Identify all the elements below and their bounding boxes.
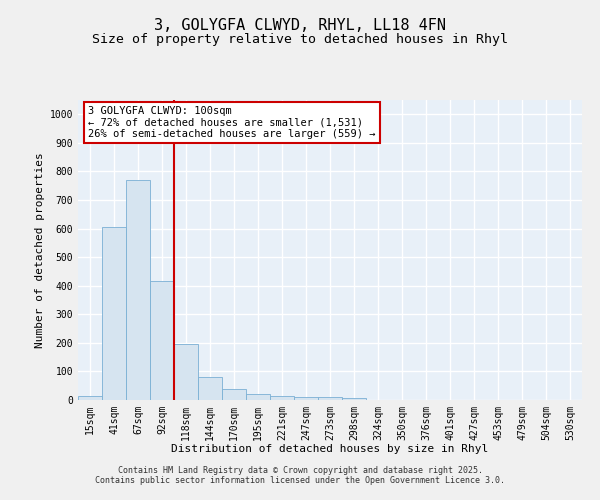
X-axis label: Distribution of detached houses by size in Rhyl: Distribution of detached houses by size …	[172, 444, 488, 454]
Text: Contains HM Land Registry data © Crown copyright and database right 2025.
Contai: Contains HM Land Registry data © Crown c…	[95, 466, 505, 485]
Y-axis label: Number of detached properties: Number of detached properties	[35, 152, 46, 348]
Bar	[198, 377, 222, 400]
Bar	[174, 344, 198, 400]
Bar	[78, 396, 102, 400]
Bar	[246, 394, 270, 400]
Bar	[150, 282, 174, 400]
Bar	[294, 396, 318, 400]
Bar	[318, 396, 342, 400]
Text: 3, GOLYGFA CLWYD, RHYL, LL18 4FN: 3, GOLYGFA CLWYD, RHYL, LL18 4FN	[154, 18, 446, 32]
Text: 3 GOLYGFA CLWYD: 100sqm
← 72% of detached houses are smaller (1,531)
26% of semi: 3 GOLYGFA CLWYD: 100sqm ← 72% of detache…	[88, 106, 376, 139]
Bar	[102, 227, 126, 400]
Bar	[342, 398, 366, 400]
Text: Size of property relative to detached houses in Rhyl: Size of property relative to detached ho…	[92, 32, 508, 46]
Bar	[222, 388, 246, 400]
Bar	[270, 396, 294, 400]
Bar	[126, 180, 150, 400]
